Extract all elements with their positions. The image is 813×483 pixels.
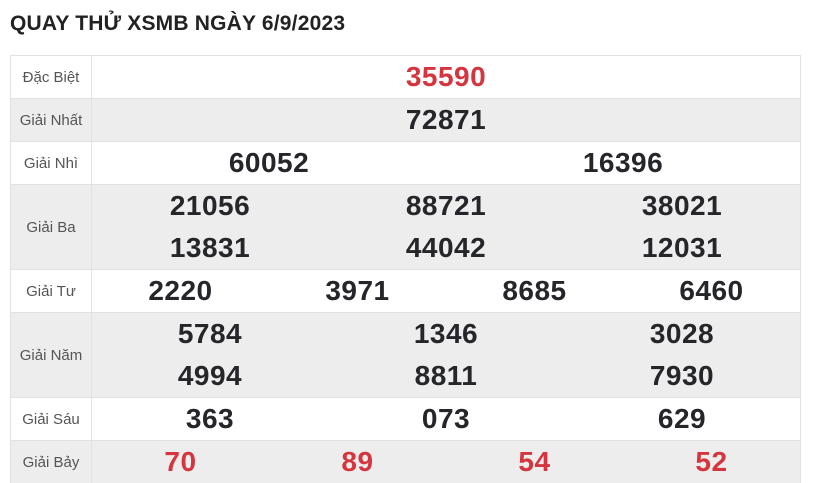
prize-label-giai-nam: Giải Năm	[11, 313, 92, 397]
prize-number: 7930	[649, 360, 715, 391]
prize-line: 13831 44042 12031	[92, 227, 800, 269]
prize-number: 88721	[405, 190, 487, 221]
prize-line: 5784 1346 3028	[92, 313, 800, 355]
prize-number: 16396	[582, 147, 664, 178]
prize-values-giai-bay: 70 89 54 52	[92, 441, 800, 483]
prize-number: 44042	[405, 232, 487, 263]
prize-label-giai-nhat: Giải Nhất	[11, 99, 92, 141]
prize-number: 21056	[169, 190, 251, 221]
prize-line: 21056 88721 38021	[92, 185, 800, 227]
results-table: Đặc Biệt 35590 Giải Nhất 72871 Giải Nhì 60052…	[10, 55, 801, 483]
prize-number: 073	[421, 403, 471, 434]
prize-number: 8685	[502, 275, 567, 306]
prize-number: 38021	[641, 190, 723, 221]
prize-number: 3971	[325, 275, 390, 306]
prize-row-giai-nam: Giải Năm 5784 1346 3028 4994 8811 7930	[11, 313, 800, 398]
prize-number: 60052	[228, 147, 310, 178]
prize-row-giai-nhi: Giải Nhì 60052 16396	[11, 142, 800, 185]
prize-number: 89	[341, 446, 374, 477]
prize-row-giai-nhat: Giải Nhất 72871	[11, 99, 800, 142]
prize-row-giai-ba: Giải Ba 21056 88721 38021 13831 44042 12031	[11, 185, 800, 270]
prize-number: 12031	[641, 232, 723, 263]
prize-number: 35590	[405, 61, 487, 92]
prize-values-giai-nhat: 72871	[92, 99, 800, 141]
prize-values-giai-nam: 5784 1346 3028 4994 8811 7930	[92, 313, 800, 397]
prize-line: 2220 3971 8685 6460	[92, 270, 800, 312]
prize-number: 2220	[148, 275, 213, 306]
prize-number: 629	[657, 403, 707, 434]
prize-row-giai-sau: Giải Sáu 363 073 629	[11, 398, 800, 441]
prize-number: 3028	[649, 318, 715, 349]
prize-values-giai-tu: 2220 3971 8685 6460	[92, 270, 800, 312]
prize-number: 5784	[177, 318, 243, 349]
prize-row-giai-bay: Giải Bảy 70 89 54 52	[11, 441, 800, 483]
prize-row-dac-biet: Đặc Biệt 35590	[11, 56, 800, 99]
prize-values-dac-biet: 35590	[92, 56, 800, 98]
prize-number: 8811	[414, 360, 478, 391]
prize-line: 4994 8811 7930	[92, 355, 800, 397]
prize-line: 72871	[92, 99, 800, 141]
prize-values-giai-ba: 21056 88721 38021 13831 44042 12031	[92, 185, 800, 269]
prize-number: 1346	[413, 318, 479, 349]
prize-label-giai-bay: Giải Bảy	[11, 441, 92, 483]
prize-number: 72871	[405, 104, 487, 135]
prize-label-giai-tu: Giải Tư	[11, 270, 92, 312]
prize-number: 13831	[169, 232, 251, 263]
page-title: QUAY THỬ XSMB NGÀY 6/9/2023	[10, 12, 346, 35]
prize-line: 363 073 629	[92, 398, 800, 440]
prize-label-giai-nhi: Giải Nhì	[11, 142, 92, 184]
prize-values-giai-sau: 363 073 629	[92, 398, 800, 440]
prize-line: 60052 16396	[92, 142, 800, 184]
prize-number: 4994	[177, 360, 243, 391]
prize-label-giai-ba: Giải Ba	[11, 185, 92, 269]
prize-label-dac-biet: Đặc Biệt	[11, 56, 92, 98]
prize-label-giai-sau: Giải Sáu	[11, 398, 92, 440]
prize-values-giai-nhi: 60052 16396	[92, 142, 800, 184]
prize-number: 363	[185, 403, 235, 434]
prize-number: 6460	[679, 275, 744, 306]
prize-number: 54	[518, 446, 551, 477]
prize-row-giai-tu: Giải Tư 2220 3971 8685 6460	[11, 270, 800, 313]
prize-number: 52	[695, 446, 728, 477]
prize-number: 70	[164, 446, 197, 477]
prize-line: 70 89 54 52	[92, 441, 800, 483]
prize-line: 35590	[92, 56, 800, 98]
